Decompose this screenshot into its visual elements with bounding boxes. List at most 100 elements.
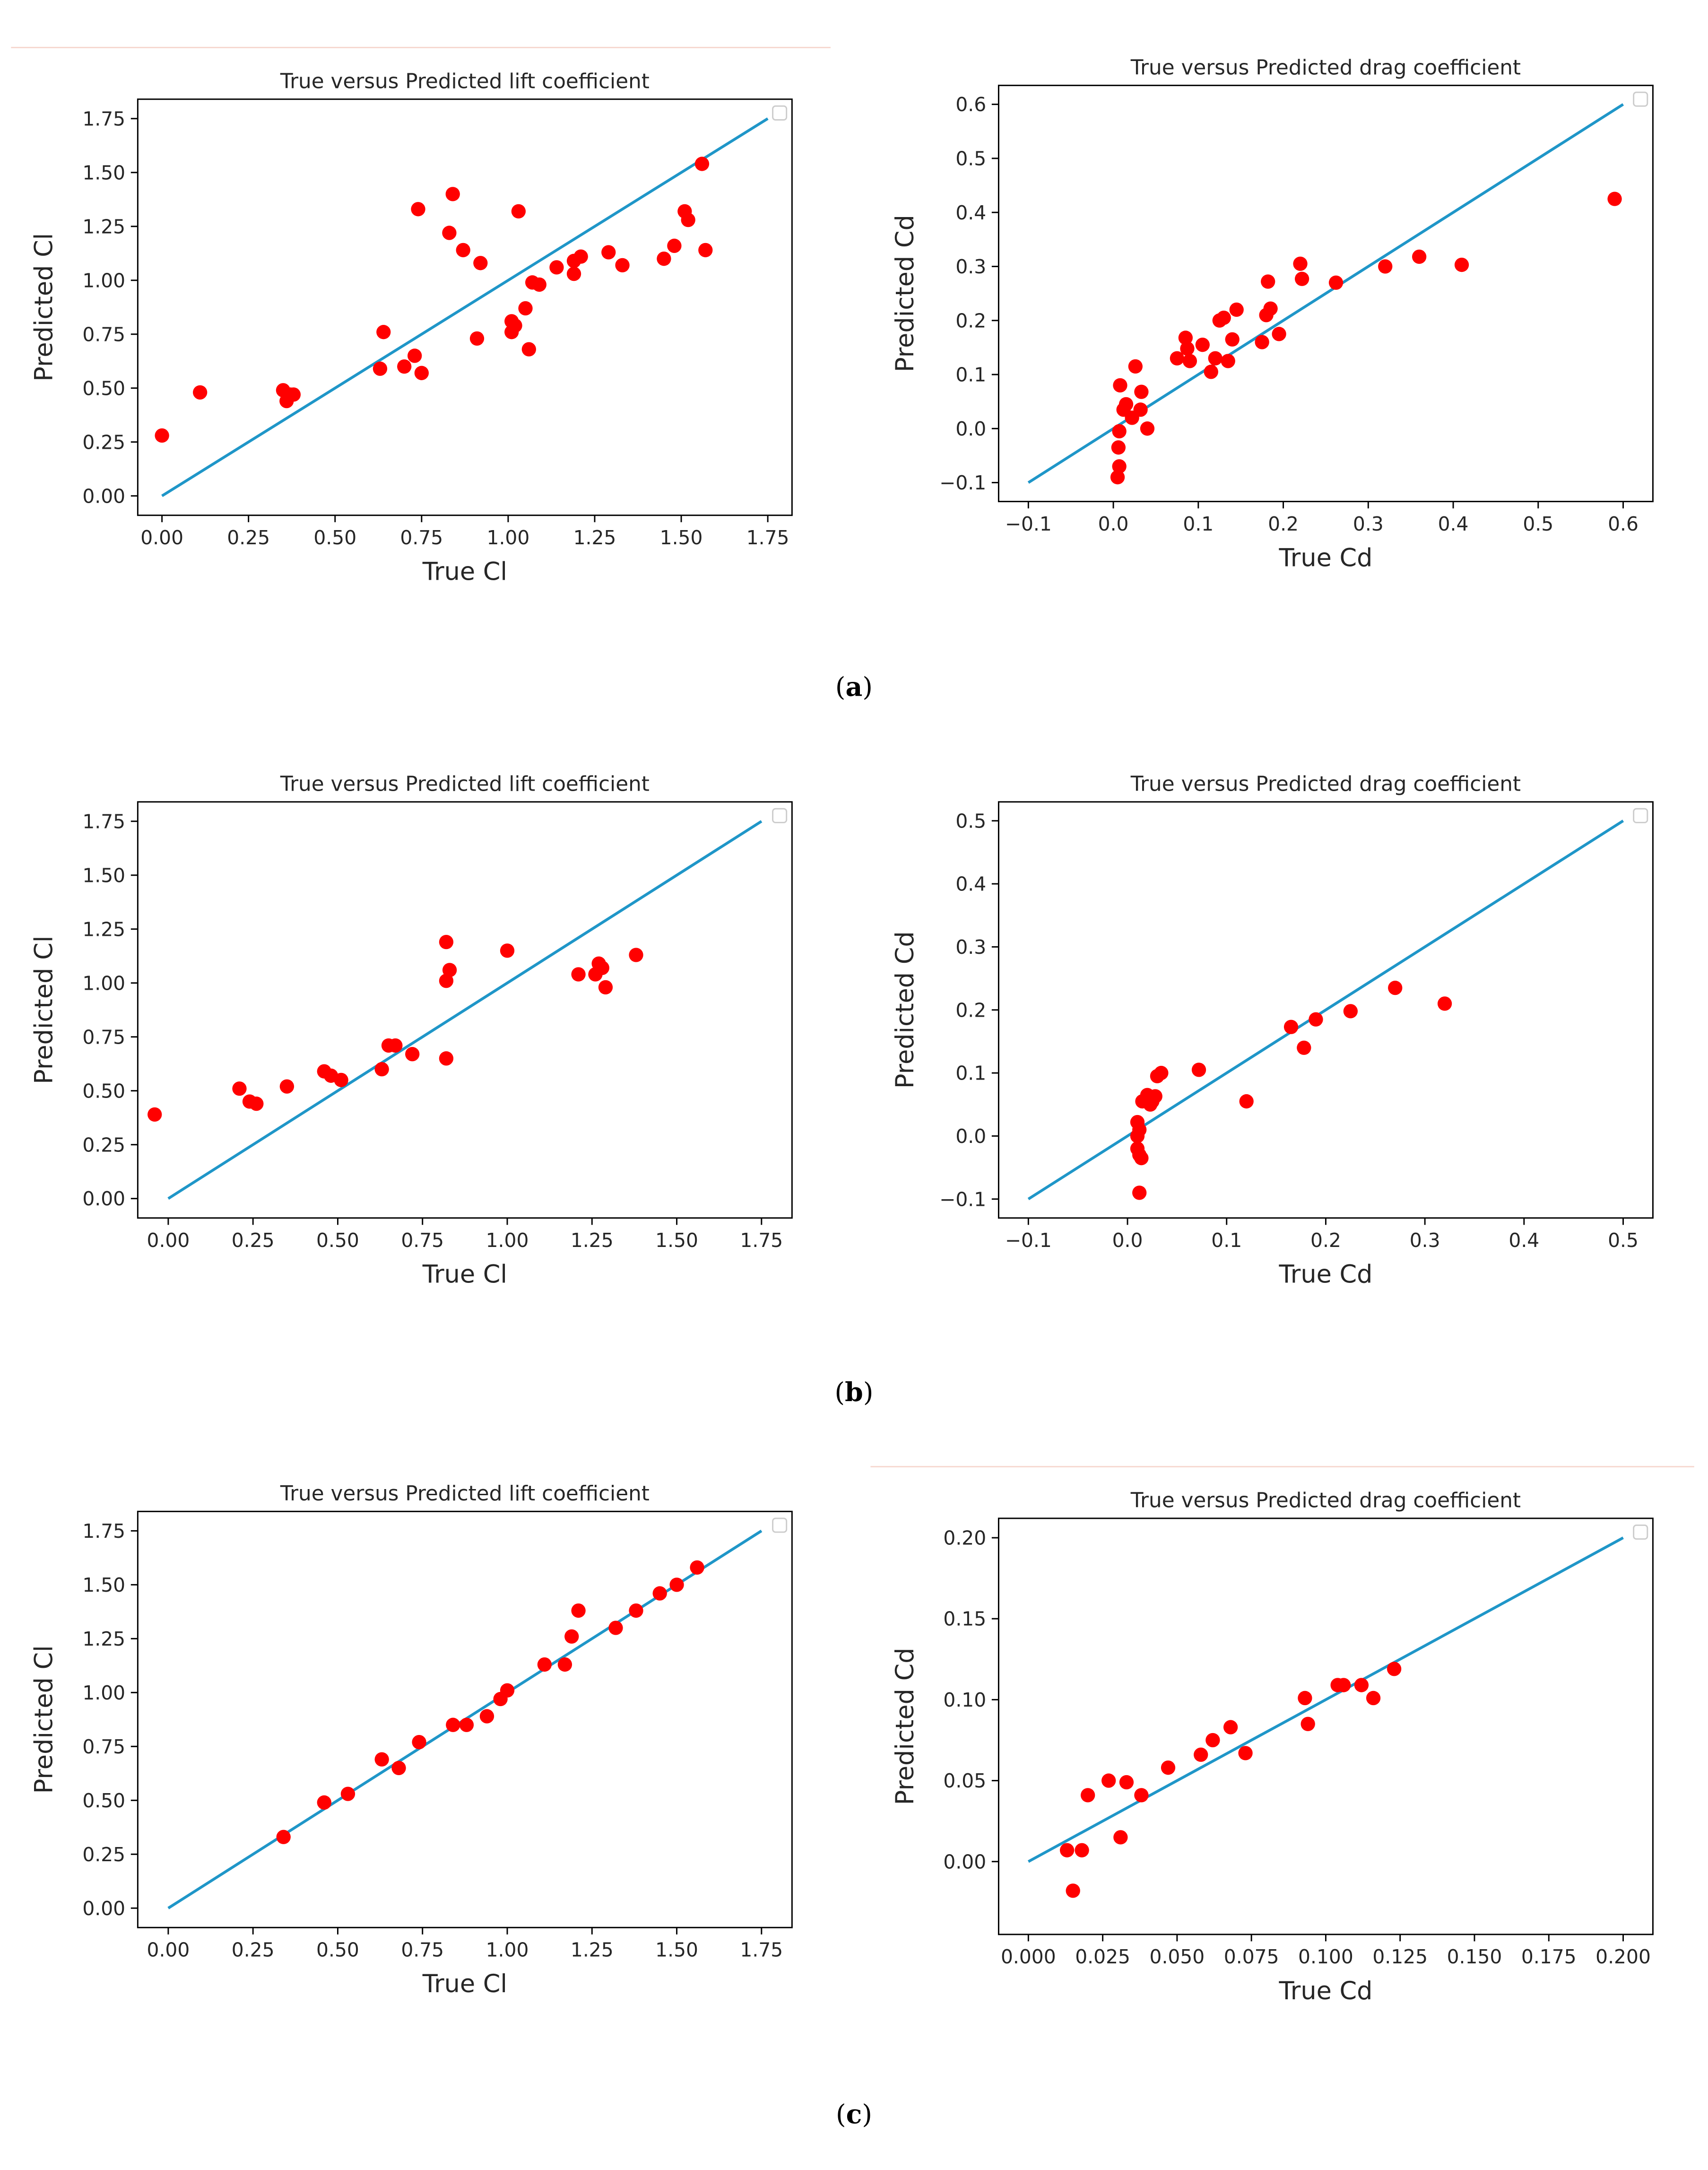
chart-title: True versus Predicted lift coefficient: [280, 772, 650, 796]
y-tick-label: 0.00: [943, 1850, 986, 1873]
y-tick-label: 0.05: [943, 1769, 986, 1792]
data-point: [279, 1079, 295, 1094]
data-point: [532, 277, 546, 292]
y-tick-label: 1.00: [82, 972, 125, 994]
identity-line: [161, 117, 769, 497]
data-point: [1354, 1678, 1369, 1692]
data-point: [376, 325, 391, 340]
sublabel-c: (c): [835, 2100, 872, 2130]
x-tick-label: 1.25: [573, 526, 616, 549]
data-point: [232, 1081, 247, 1096]
x-tick-label: 0.075: [1224, 1945, 1279, 1968]
y-tick-label: 1.25: [82, 918, 125, 941]
y-tick-label: 0.2: [955, 999, 986, 1021]
chart-title: True versus Predicted lift coefficient: [280, 1482, 650, 1506]
y-tick-label: 0.4: [955, 873, 986, 896]
data-point: [557, 1657, 572, 1672]
legend-box: [1633, 1525, 1648, 1540]
data-point: [1134, 1150, 1149, 1166]
sublabel-c-letter: c: [846, 2100, 862, 2130]
data-point: [1066, 1883, 1080, 1898]
axes-frame: [137, 1510, 793, 1928]
x-tick-label: 0.3: [1353, 513, 1384, 535]
data-point: [667, 238, 682, 253]
data-point: [690, 1560, 704, 1575]
a-lift-chart: True versus Predicted lift coefficient 0.…: [30, 69, 793, 586]
data-point: [1328, 275, 1344, 290]
data-point: [1283, 1020, 1299, 1034]
data-point: [521, 342, 536, 357]
x-tick-label: 1.75: [740, 1938, 783, 1961]
x-tick-label: 0.00: [147, 1229, 190, 1252]
data-point: [442, 963, 457, 977]
data-point: [1148, 1089, 1162, 1104]
x-tick-label: 1.75: [740, 1229, 783, 1252]
data-point: [407, 349, 422, 363]
data-point: [1112, 459, 1127, 474]
panel-b-lift: True versus Predicted lift coefficient 0.…: [0, 758, 854, 1364]
y-axis-label: Predicted Cd: [891, 1647, 919, 1805]
data-point: [500, 943, 515, 958]
data-point: [439, 934, 454, 950]
data-point: [1343, 1004, 1358, 1019]
y-tick-label: 0.75: [82, 1026, 125, 1048]
data-point: [1229, 302, 1244, 317]
chart-title: True versus Predicted lift coefficient: [280, 69, 650, 93]
data-point: [1154, 1065, 1169, 1081]
panel-b-drag: True versus Predicted drag coefficient −0…: [861, 758, 1708, 1364]
data-point: [1081, 1788, 1095, 1803]
data-point: [1182, 354, 1197, 368]
data-point: [1437, 996, 1452, 1011]
y-tick-label: 0.1: [955, 1062, 986, 1085]
data-point: [445, 187, 460, 201]
x-tick-label: 0.175: [1521, 1945, 1577, 1968]
data-point: [1263, 301, 1278, 316]
x-tick-label: 0.1: [1183, 513, 1214, 535]
x-axis-label: True Cd: [1278, 1977, 1372, 2005]
y-tick-label: 1.25: [82, 1628, 125, 1650]
y-tick-label: −0.1: [939, 471, 986, 494]
data-point: [479, 1709, 494, 1724]
data-point: [601, 245, 616, 260]
data-point: [1112, 424, 1127, 439]
y-tick-label: 1.75: [82, 810, 125, 833]
data-point: [1130, 1115, 1145, 1130]
divider-line-bottom: [870, 1466, 1694, 1468]
data-point: [1272, 327, 1286, 341]
y-tick-label: 0.5: [955, 147, 986, 170]
b-lift-chart: True versus Predicted lift coefficient 0.…: [30, 772, 793, 1289]
data-point: [1178, 331, 1193, 345]
divider-line-top: [11, 47, 831, 48]
x-tick-label: 0.75: [401, 1229, 444, 1252]
data-point: [446, 1717, 460, 1732]
axes-frame: [997, 1517, 1654, 1935]
x-tick-label: 0.050: [1150, 1945, 1205, 1968]
data-point: [1297, 1040, 1311, 1055]
data-point: [1191, 1063, 1206, 1077]
y-tick-label: 0.4: [955, 201, 986, 224]
data-point: [652, 1586, 667, 1601]
y-tick-label: 0.2: [955, 309, 986, 332]
x-tick-label: 0.5: [1523, 513, 1553, 535]
data-point: [1255, 335, 1269, 349]
data-point: [571, 967, 586, 982]
data-point: [1412, 249, 1427, 264]
legend-box: [1633, 808, 1648, 823]
x-tick-label: 0.0: [1112, 1229, 1143, 1252]
y-tick-label: −0.1: [939, 1188, 986, 1211]
data-point: [1113, 378, 1127, 393]
data-point: [500, 1683, 515, 1698]
data-point: [615, 258, 630, 273]
x-tick-label: −0.1: [1005, 513, 1052, 535]
data-point: [566, 266, 581, 281]
y-tick-label: 1.75: [82, 1520, 125, 1543]
x-tick-label: 0.25: [232, 1938, 275, 1961]
panel-c-drag: True versus Predicted drag coefficient 0.…: [861, 1474, 1708, 2081]
data-point: [629, 948, 643, 962]
data-point: [1161, 1760, 1176, 1775]
data-point: [629, 1603, 643, 1618]
data-point: [511, 204, 526, 219]
x-tick-label: 0.125: [1372, 1945, 1428, 1968]
x-tick-label: 0.25: [232, 1229, 275, 1252]
data-point: [608, 1621, 623, 1635]
